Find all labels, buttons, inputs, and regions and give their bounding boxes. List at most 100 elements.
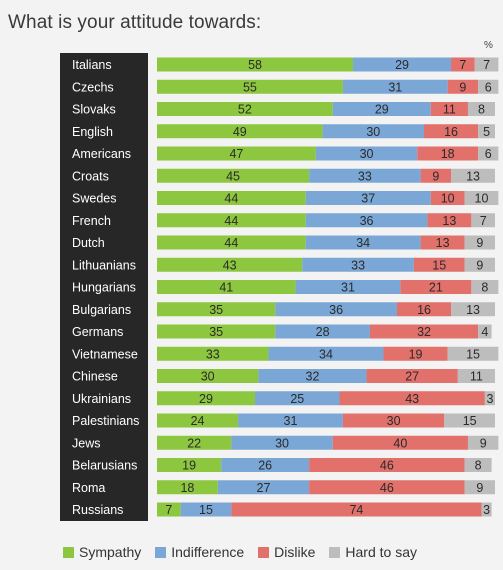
bar-segment-hard-to-say: [478, 79, 499, 94]
data-label: 13: [466, 169, 480, 183]
data-label: 29: [199, 392, 213, 406]
bar-segment-hard-to-say: [444, 413, 495, 428]
bar-segment-dislike: [447, 79, 479, 94]
bar-segment-hard-to-say: [447, 346, 499, 361]
bar-segment-hard-to-say: [478, 324, 492, 339]
data-label: 8: [475, 459, 482, 473]
category-label: Russians: [72, 503, 123, 517]
data-label: 30: [201, 370, 215, 384]
data-label: 52: [238, 103, 252, 117]
data-label: 11: [443, 103, 456, 117]
data-label: 9: [459, 80, 466, 94]
bar-segment-hard-to-say: [451, 168, 495, 183]
data-label: 13: [436, 236, 450, 250]
data-label: 9: [476, 236, 483, 250]
data-label: 22: [187, 436, 201, 450]
bar-segment-hard-to-say: [464, 480, 495, 495]
bar-segment-indifference: [275, 324, 370, 339]
legend-item-hard-to-say: Hard to say: [329, 544, 417, 560]
bar-segment-dislike: [400, 280, 472, 294]
data-label: 41: [219, 281, 233, 295]
data-label: 35: [209, 325, 223, 339]
bar-segment-indifference: [302, 257, 414, 272]
bar-segment-indifference: [217, 480, 310, 495]
data-label: 36: [329, 303, 343, 317]
data-label: 30: [275, 436, 289, 450]
data-label: 33: [358, 169, 372, 183]
data-label: 16: [417, 303, 431, 317]
data-label: 46: [380, 459, 394, 473]
data-label: 18: [441, 147, 455, 161]
bar-segment-dislike: [309, 458, 465, 472]
chart-title: What is your attitude towards:: [8, 12, 262, 33]
bar-segment-sympathy: [157, 57, 354, 72]
bar-segment-sympathy: [157, 235, 306, 250]
bar-segment-hard-to-say: [464, 257, 495, 272]
data-label: 30: [360, 147, 374, 161]
data-label: 7: [483, 58, 490, 72]
data-label: 74: [349, 503, 363, 517]
data-label: 9: [432, 169, 439, 183]
data-label: 30: [387, 414, 401, 428]
data-label: 55: [243, 80, 257, 94]
category-label-panel: [60, 53, 148, 521]
unit-label: %: [484, 40, 493, 51]
data-label: 3: [483, 503, 490, 517]
bar-segment-indifference: [342, 79, 448, 94]
bar-segment-dislike: [309, 480, 465, 495]
category-label: Americans: [72, 147, 131, 161]
category-label: French: [72, 214, 111, 228]
data-label: 45: [226, 169, 240, 183]
bar-segment-indifference: [180, 502, 232, 517]
bar-segment-dislike: [366, 369, 458, 383]
category-label: Italians: [72, 58, 112, 72]
data-label: 32: [306, 370, 320, 384]
data-label: 29: [395, 58, 409, 72]
bar-segment-dislike: [332, 435, 468, 450]
category-label: Dutch: [72, 236, 105, 250]
data-label: 49: [233, 125, 247, 139]
data-label: 58: [248, 58, 262, 72]
data-label: 13: [466, 303, 480, 317]
legend-swatch: [155, 546, 167, 558]
data-label: 33: [206, 347, 220, 361]
bar-segment-sympathy: [157, 124, 323, 139]
data-label: 4: [481, 325, 488, 339]
data-label: 34: [319, 347, 333, 361]
category-label: Ukrainians: [72, 392, 131, 406]
data-label: 31: [341, 281, 355, 295]
bar-segment-sympathy: [157, 391, 256, 406]
bar-segment-hard-to-say: [451, 302, 495, 317]
bar-segment-indifference: [268, 346, 384, 361]
data-label: 9: [476, 481, 483, 495]
bar-segment-indifference: [305, 235, 421, 250]
data-label: 10: [475, 192, 489, 206]
legend-label: Hard to say: [345, 544, 417, 560]
bar-segment-indifference: [322, 124, 425, 139]
category-label: Jews: [72, 436, 100, 450]
bar-segment-indifference: [255, 391, 340, 406]
category-label: Palestinians: [72, 414, 139, 428]
bar-segment-indifference: [258, 369, 367, 383]
data-label: 35: [209, 303, 223, 317]
bar-segment-sympathy: [157, 369, 259, 383]
data-label: 43: [223, 258, 237, 272]
data-label: 9: [480, 436, 487, 450]
legend-label: Sympathy: [79, 544, 142, 560]
data-label: 43: [405, 392, 419, 406]
data-label: 31: [388, 80, 402, 94]
bar-segment-indifference: [332, 102, 431, 116]
bar-segment-sympathy: [157, 257, 303, 272]
bar-segment-indifference: [309, 168, 421, 183]
bar-segment-hard-to-say: [464, 458, 492, 472]
bar-segment-dislike: [417, 146, 479, 161]
legend-item-sympathy: Sympathy: [63, 544, 141, 560]
data-label: 44: [224, 192, 238, 206]
legend-item-indifference: Indifference: [155, 544, 244, 560]
data-label: 36: [360, 214, 374, 228]
bar-segment-dislike: [413, 257, 465, 272]
category-label: English: [72, 125, 113, 139]
data-label: 7: [459, 58, 466, 72]
category-label: Hungarians: [72, 281, 136, 295]
bar-segment-dislike: [420, 168, 452, 183]
